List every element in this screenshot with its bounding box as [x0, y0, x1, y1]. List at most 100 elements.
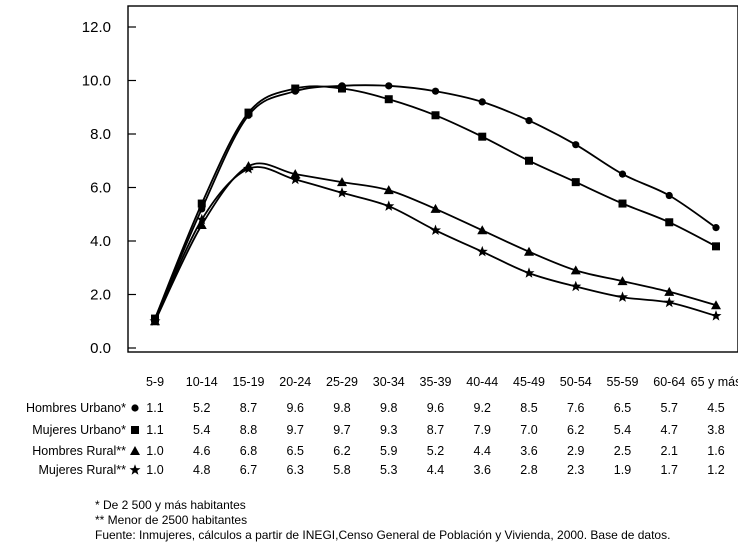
table-cell: 3.6 [474, 463, 491, 477]
data-point-circle [618, 170, 627, 178]
data-point-star [289, 173, 301, 185]
data-table: Hombres Urbano* 1.1 5.2 8.7 9.6 9.8 9.8 9.6 9.2 8… [26, 401, 725, 477]
table-cell: 4.7 [661, 423, 678, 437]
data-point-star [149, 315, 161, 326]
data-point-square [244, 108, 253, 117]
legend-marker-triangle [130, 446, 140, 455]
table-cell: 5.7 [661, 401, 678, 415]
y-tick-label: 2.0 [90, 287, 111, 304]
legend-marker-square [131, 426, 139, 434]
x-category-label: 45-49 [513, 375, 545, 389]
table-cell: 7.6 [567, 401, 584, 415]
table-cell: 1.2 [707, 463, 724, 477]
table-row-label: Hombres Urbano* [26, 401, 126, 415]
data-point-circle [478, 98, 486, 106]
x-category-label: 50-54 [560, 375, 592, 389]
table-cell: 8.7 [427, 423, 444, 437]
y-tick-label: 4.0 [90, 233, 111, 250]
source-note: Fuente: Inmujeres, cálculos a partir de … [95, 528, 671, 542]
data-point-circle [431, 87, 440, 95]
data-point-square [384, 95, 393, 104]
footnote-rural: ** Menor de 2500 habitantes [95, 513, 248, 527]
data-point-circle [665, 191, 673, 200]
data-point-triangle [477, 225, 488, 235]
data-point-star [523, 267, 535, 278]
table-cell: 6.7 [240, 463, 257, 477]
table-cell: 1.1 [146, 423, 163, 437]
table-cell: 2.5 [614, 444, 631, 458]
table-cell: 9.6 [427, 401, 444, 415]
table-cell: 1.0 [146, 463, 163, 477]
data-point-square [618, 199, 627, 208]
table-cell: 6.2 [567, 423, 584, 437]
table-cell: 9.8 [333, 401, 350, 415]
series-markers [149, 82, 722, 326]
table-cell: 6.5 [614, 401, 631, 415]
table-cell: 5.9 [380, 444, 397, 458]
data-point-triangle [430, 203, 441, 213]
x-axis-categories: 5-9 10-14 15-19 20-24 25-29 30-34 35-39 40-44 45… [146, 375, 738, 389]
table-cell: 4.6 [193, 444, 210, 458]
x-category-label: 25-29 [326, 375, 358, 389]
data-point-square [571, 178, 580, 187]
table-cell: 9.7 [333, 423, 350, 437]
data-point-square [665, 218, 674, 227]
table-cell: 4.4 [474, 444, 491, 458]
table-cell: 2.8 [520, 463, 537, 477]
data-point-circle [712, 224, 720, 232]
data-point-triangle [570, 265, 581, 275]
data-point-square [478, 132, 487, 141]
table-cell: 5.4 [193, 423, 210, 437]
legend-marker-star [129, 464, 141, 475]
table-cell: 1.1 [146, 401, 163, 415]
data-point-circle [525, 117, 533, 125]
series-line-star [154, 166, 717, 322]
table-cell: 5.2 [193, 401, 210, 415]
x-category-label: 20-24 [279, 375, 311, 389]
table-cell: 6.3 [287, 463, 304, 477]
x-category-label: 65 y más [691, 375, 738, 389]
data-point-square [291, 84, 300, 93]
table-cell: 9.6 [287, 401, 304, 415]
x-category-label: 55-59 [607, 375, 639, 389]
table-cell: 3.6 [520, 444, 537, 458]
table-row-label: Mujeres Urbano* [32, 423, 126, 437]
data-point-triangle [664, 286, 675, 296]
table-cell: 4.5 [707, 401, 724, 415]
x-category-label: 10-14 [186, 375, 218, 389]
chart-notes: * De 2 500 y más habitantes ** Menor de … [95, 498, 670, 543]
x-category-label: 35-39 [420, 375, 452, 389]
table-row-label: Mujeres Rural** [38, 463, 126, 477]
table-cell: 2.1 [661, 444, 678, 458]
legend-marker-circle [131, 404, 139, 412]
data-point-square [197, 199, 206, 208]
table-cell: 4.8 [193, 463, 210, 477]
table-cell: 2.3 [567, 463, 584, 477]
data-point-star [196, 213, 208, 225]
y-tick-label: 8.0 [90, 126, 111, 143]
data-point-star [336, 187, 348, 198]
data-point-star [383, 200, 395, 211]
y-axis-ticks: 0.0 2.0 4.0 6.0 8.0 10.0 12.0 [82, 19, 136, 357]
table-cell: 5.2 [427, 444, 444, 458]
data-point-star [430, 224, 441, 235]
table-cell: 6.8 [240, 444, 257, 458]
data-point-star [243, 163, 254, 174]
table-cell: 8.8 [240, 423, 257, 437]
table-row-label: Hombres Rural** [32, 444, 126, 458]
data-point-triangle [337, 177, 347, 187]
line-chart: 0.0 2.0 4.0 6.0 8.0 10.0 12.0 5-9 10-14 15-19 20-… [26, 5, 738, 477]
data-point-star [476, 245, 488, 257]
data-point-triangle [524, 246, 534, 256]
y-tick-label: 10.0 [82, 73, 111, 90]
table-cell: 1.9 [614, 463, 631, 477]
footnote-urban: * De 2 500 y más habitantes [95, 498, 246, 512]
table-cell: 5.3 [380, 463, 397, 477]
x-category-label: 30-34 [373, 375, 405, 389]
table-cell: 6.5 [287, 444, 304, 458]
x-category-label: 60-64 [653, 375, 685, 389]
data-point-star [710, 310, 722, 321]
data-point-star [617, 291, 628, 302]
table-cell: 3.8 [707, 423, 724, 437]
data-point-star [570, 280, 582, 292]
